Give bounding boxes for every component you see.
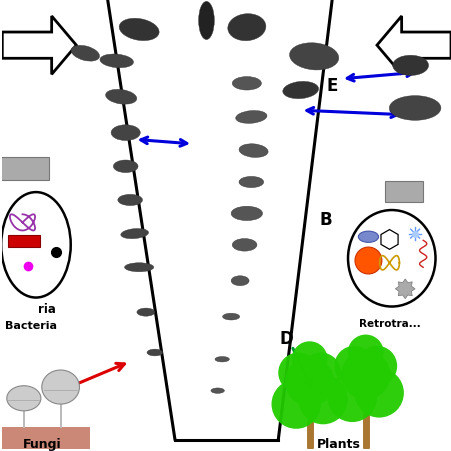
Ellipse shape (232, 239, 257, 251)
Text: ria: ria (38, 303, 56, 316)
Bar (8, 235, 41, 247)
Circle shape (357, 346, 397, 386)
Ellipse shape (211, 388, 225, 393)
Ellipse shape (121, 229, 148, 239)
Ellipse shape (147, 349, 163, 356)
Polygon shape (2, 16, 76, 74)
Text: E: E (327, 77, 338, 95)
Ellipse shape (1, 192, 71, 298)
Circle shape (355, 247, 382, 274)
Polygon shape (381, 230, 398, 249)
Ellipse shape (198, 1, 214, 40)
Circle shape (334, 346, 375, 386)
Ellipse shape (111, 125, 140, 141)
Ellipse shape (239, 144, 268, 157)
Ellipse shape (232, 77, 262, 90)
Circle shape (348, 335, 384, 370)
Text: Fungi: Fungi (23, 438, 62, 451)
Ellipse shape (223, 313, 239, 320)
Circle shape (341, 350, 391, 400)
Ellipse shape (124, 263, 154, 272)
Text: Plants: Plants (317, 438, 361, 451)
Ellipse shape (118, 194, 143, 206)
Circle shape (292, 341, 327, 377)
Circle shape (272, 379, 321, 429)
Ellipse shape (393, 55, 428, 75)
Ellipse shape (290, 43, 339, 70)
Ellipse shape (7, 386, 41, 411)
Ellipse shape (106, 89, 137, 104)
Ellipse shape (231, 276, 249, 285)
Circle shape (327, 373, 377, 422)
Polygon shape (396, 279, 415, 299)
Ellipse shape (348, 210, 436, 307)
Ellipse shape (359, 231, 378, 242)
Ellipse shape (42, 370, 79, 404)
Ellipse shape (100, 54, 133, 68)
Circle shape (285, 357, 334, 406)
Text: Retrotra...: Retrotra... (359, 319, 420, 329)
Ellipse shape (228, 14, 266, 41)
Bar (2, 428, 90, 449)
Ellipse shape (215, 357, 230, 362)
Circle shape (354, 368, 404, 418)
Text: B: B (319, 211, 331, 229)
Circle shape (301, 353, 341, 393)
Text: Bacteria: Bacteria (5, 321, 57, 331)
Ellipse shape (283, 81, 318, 99)
Ellipse shape (71, 46, 100, 61)
Ellipse shape (113, 160, 138, 173)
Circle shape (278, 353, 319, 393)
Bar (385, 181, 423, 202)
Ellipse shape (137, 308, 155, 316)
Circle shape (299, 375, 348, 424)
Ellipse shape (236, 110, 267, 124)
Ellipse shape (119, 18, 159, 41)
Bar (0, 157, 50, 180)
Ellipse shape (239, 176, 264, 188)
Text: D: D (279, 330, 293, 348)
Polygon shape (377, 16, 451, 74)
Ellipse shape (231, 206, 262, 221)
Ellipse shape (389, 96, 441, 120)
